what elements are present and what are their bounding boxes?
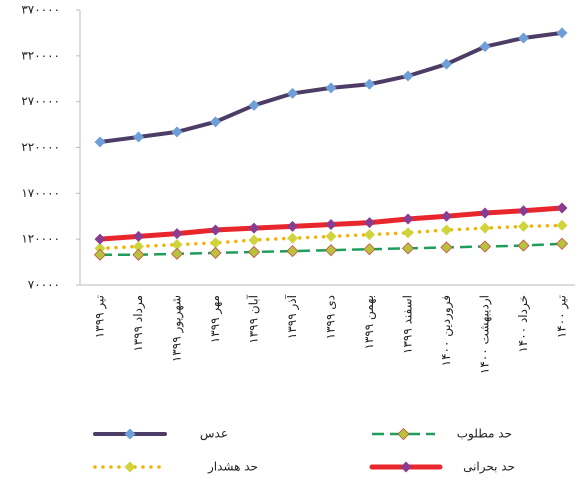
legend-marker [124,461,136,473]
point-marker [364,78,375,90]
point-marker [287,220,298,232]
point-marker [479,207,491,219]
point-marker [132,248,145,261]
x-tick-label: مهر ۱۳۹۹ [208,295,223,343]
point-marker [210,237,221,249]
point-marker [441,58,452,70]
point-marker [402,213,414,225]
y-tick-label: ۷۰۰۰۰ [28,278,60,292]
point-marker [556,219,568,231]
point-marker [517,239,530,252]
point-marker [518,220,529,232]
x-tick-label: آذر ۱۳۹۹ [284,294,300,339]
point-marker [133,131,144,143]
point-marker [133,241,144,252]
point-marker [247,245,261,259]
point-marker [248,234,260,246]
x-tick-label: خرداد ۱۴۰۰ [516,295,531,353]
x-tick-label: مرداد ۱۳۹۹ [131,295,146,352]
point-marker [210,224,221,236]
point-marker [248,99,260,111]
point-marker [93,248,107,261]
point-marker [479,41,491,53]
x-tick-label: تیر ۱۴۰۰ [555,295,570,338]
point-marker [518,205,529,217]
point-marker [479,222,491,234]
x-tick-label: آبان ۱۳۹۹ [246,294,261,343]
legend-label: حد مطلوب [457,427,512,442]
point-marker [478,240,492,253]
y-tick-label: ۲۲۰۰۰۰ [21,140,60,154]
point-marker [364,217,375,229]
point-marker [325,219,337,230]
point-marker [209,246,222,259]
point-marker [555,237,569,250]
x-tick-label: اردیبهشت ۱۴۰۰ [478,295,493,374]
point-marker [402,227,414,239]
point-marker [210,116,221,128]
point-marker [171,228,183,240]
point-marker [363,243,376,256]
point-marker [133,230,144,242]
legend-marker [397,427,410,441]
x-tick-label: اسفند ۱۳۹۹ [401,295,415,354]
legend-label: عدس [200,427,228,442]
point-marker [401,242,415,255]
point-marker [170,247,184,260]
point-marker [171,126,183,138]
point-marker [441,224,452,236]
legend-marker [124,428,136,440]
x-tick-label: دی ۱۳۹۹ [324,295,338,339]
point-marker [440,241,453,254]
legend-label: حد بحرانی [463,460,515,475]
x-tick-label: فروردین ۱۴۰۰ [439,295,454,366]
point-marker [287,87,298,99]
point-marker [94,233,106,245]
point-marker [556,202,568,214]
point-marker [364,229,375,241]
x-tick-label: تیر ۱۳۹۹ [93,295,108,338]
point-marker [94,242,106,254]
y-tick-label: ۱۷۰۰۰۰ [21,186,60,200]
x-tick-label: شهریور ۱۳۹۹ [170,295,185,362]
point-marker [441,210,452,222]
point-marker [402,70,414,82]
legend-label: حد هشدار [207,460,258,475]
y-tick-label: ۲۷۰۰۰۰ [21,94,60,108]
point-marker [556,27,568,39]
y-tick-label: ۱۲۰۰۰۰ [21,232,60,246]
point-marker [325,82,337,94]
legend-marker [400,461,412,473]
point-marker [287,232,298,244]
point-marker [286,245,299,258]
y-tick-label: ۳۲۰۰۰۰ [21,48,60,62]
point-marker [324,244,338,257]
y-tick-label: ۳۷۰۰۰۰ [21,3,60,17]
point-marker [518,32,529,44]
point-marker [171,239,183,251]
point-marker [325,230,337,242]
x-tick-label: بهمن ۱۳۹۹ [362,295,377,350]
point-marker [248,222,260,234]
point-marker [94,136,106,148]
